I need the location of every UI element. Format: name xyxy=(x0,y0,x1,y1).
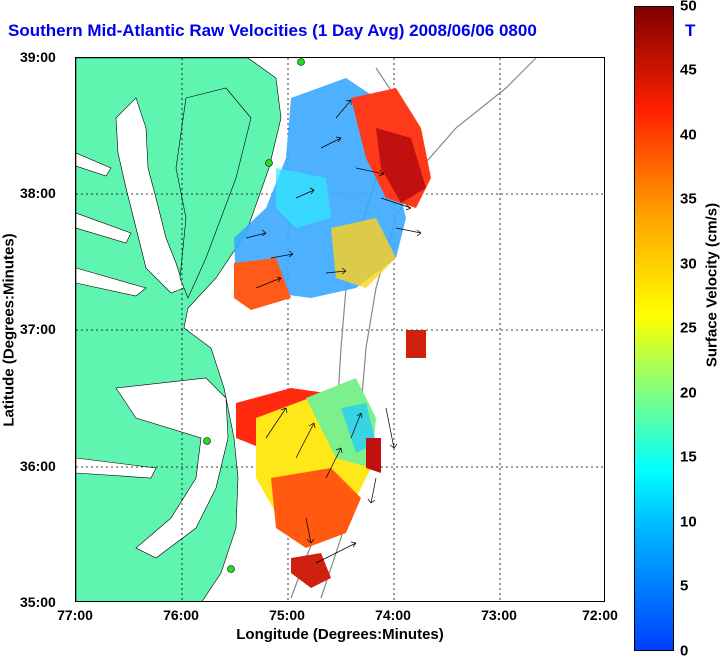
y-tick: 36:00 xyxy=(20,458,56,474)
albemarle-sound xyxy=(115,377,229,559)
colorbar-tick: 20 xyxy=(680,384,697,402)
y-tick: 37:00 xyxy=(20,321,56,337)
y-tick: 38:00 xyxy=(20,185,56,201)
map-title-suffix: T xyxy=(685,21,696,40)
x-tick: 76:00 xyxy=(163,607,199,623)
colorbar-tick: 10 xyxy=(680,513,697,531)
radar-stations xyxy=(203,58,305,573)
colorbar-tick: 50 xyxy=(680,0,697,15)
y-tick: 35:00 xyxy=(20,594,56,610)
colorbar-tick: 25 xyxy=(680,319,697,337)
map-title: Southern Mid-Atlantic Raw Velocities (1 … xyxy=(8,21,537,40)
colorbar-label: Surface Velocity (cm/s) xyxy=(703,202,721,368)
x-tick: 72:00 xyxy=(582,607,618,623)
colorbar xyxy=(634,6,674,651)
y-axis-label: Latitude (Degrees:Minutes) xyxy=(0,233,18,427)
x-tick: 73:00 xyxy=(481,607,517,623)
map-svg xyxy=(76,58,604,601)
colorbar-tick: 35 xyxy=(680,190,697,208)
colorbar-tick: 45 xyxy=(680,61,697,79)
x-axis-label: Longitude (Degrees:Minutes) xyxy=(236,626,444,643)
colorbar-tick: 30 xyxy=(680,255,697,273)
colorbar-tick: 5 xyxy=(680,577,689,595)
y-tick: 39:00 xyxy=(20,49,56,65)
colorbar-overlap xyxy=(603,18,629,46)
colorbar-tick: 15 xyxy=(680,448,697,466)
velocity-vectors xyxy=(245,99,422,564)
velocity-field-south xyxy=(236,330,426,588)
x-tick: 75:00 xyxy=(269,607,305,623)
x-tick: 74:00 xyxy=(375,607,411,623)
x-tick: 77:00 xyxy=(57,607,93,623)
map-plot-area[interactable] xyxy=(75,57,605,602)
colorbar-tick: 0 xyxy=(680,642,689,660)
velocity-field-north xyxy=(234,78,431,310)
colorbar-tick: 40 xyxy=(680,126,697,144)
